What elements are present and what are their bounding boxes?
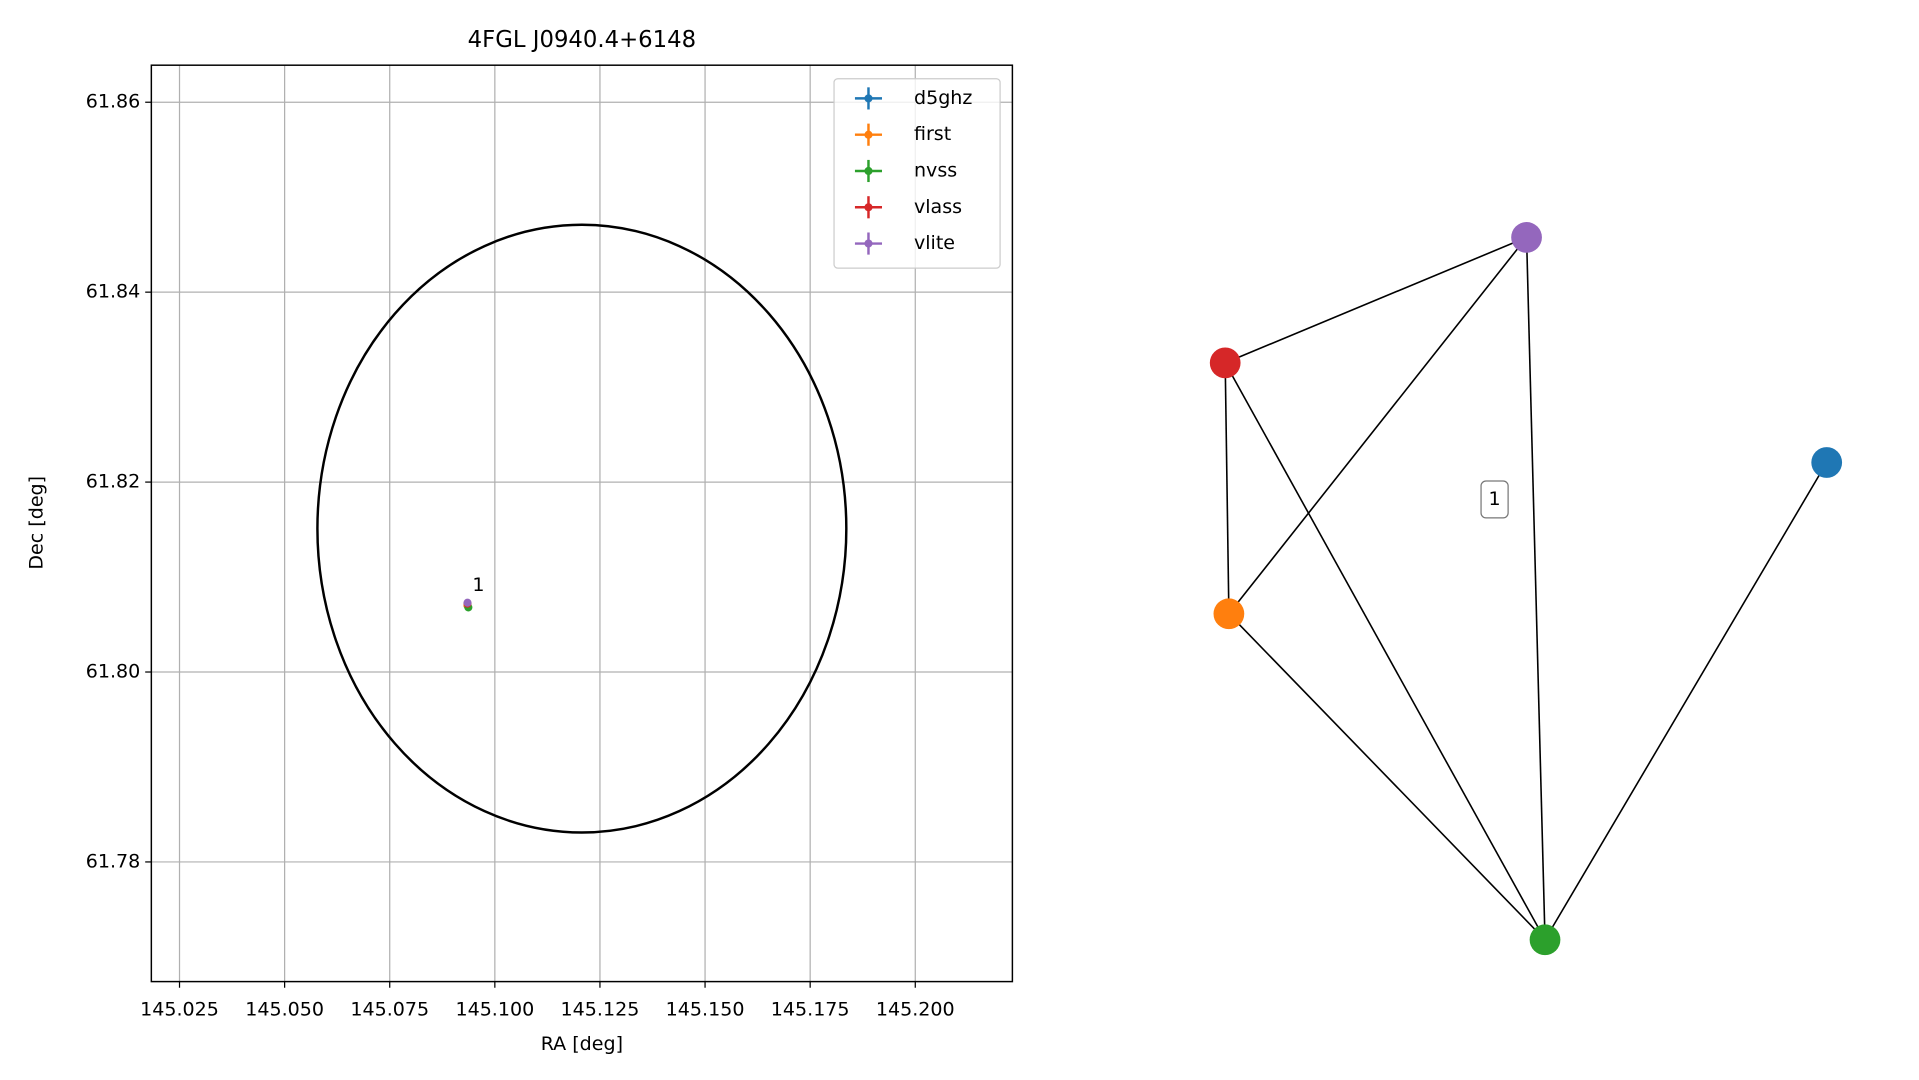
graph-edge xyxy=(1224,362,1546,941)
graph-node xyxy=(1209,347,1241,379)
y-tick-label: 61.78 xyxy=(86,850,141,872)
legend-label: d5ghz xyxy=(914,87,972,109)
x-tick-label: 145.025 xyxy=(140,998,219,1020)
legend-marker xyxy=(864,239,873,248)
y-tick-label: 61.80 xyxy=(86,661,141,683)
graph-node xyxy=(1213,598,1245,630)
plot-frame xyxy=(150,64,1014,983)
graph-edge xyxy=(1228,236,1528,615)
legend-label: vlass xyxy=(914,196,962,218)
graph-node xyxy=(1811,447,1843,478)
legend-label: nvss xyxy=(914,159,957,181)
x-axis-label: RA [deg] xyxy=(541,1033,623,1055)
label-box xyxy=(1480,480,1509,519)
graph-label: 1 xyxy=(1489,488,1501,510)
x-tick-label: 145.200 xyxy=(876,998,955,1020)
data-point xyxy=(463,598,472,607)
graph-edge xyxy=(1224,362,1230,614)
graph-edge xyxy=(1544,462,1828,941)
x-tick-label: 145.050 xyxy=(245,998,324,1020)
x-tick-label: 145.075 xyxy=(350,998,429,1020)
x-tick-label: 145.100 xyxy=(455,998,534,1020)
error-ellipse xyxy=(316,223,848,834)
legend-marker xyxy=(864,166,873,176)
legend-marker xyxy=(864,203,873,212)
chart-title: 4FGL J0940.4+6148 xyxy=(468,27,696,53)
y-tick-label: 61.82 xyxy=(86,471,141,493)
x-tick-label: 145.150 xyxy=(666,998,745,1020)
graph-edge xyxy=(1228,613,1546,941)
legend-label: vlite xyxy=(914,232,955,254)
graph-edge xyxy=(1525,237,1546,940)
graph-node xyxy=(1511,222,1542,253)
y-tick-label: 61.86 xyxy=(86,91,141,113)
annotation: 1 xyxy=(472,574,484,596)
graph-node xyxy=(1529,924,1561,956)
legend-marker xyxy=(864,94,873,103)
legend-label: first xyxy=(914,123,952,145)
legend-box xyxy=(833,78,1001,269)
x-tick-label: 145.175 xyxy=(771,998,850,1020)
legend-marker xyxy=(864,130,873,139)
y-axis-label: Dec [deg] xyxy=(25,476,47,570)
graph-edge xyxy=(1224,236,1527,364)
x-tick-label: 145.125 xyxy=(561,998,640,1020)
y-tick-label: 61.84 xyxy=(86,281,141,303)
